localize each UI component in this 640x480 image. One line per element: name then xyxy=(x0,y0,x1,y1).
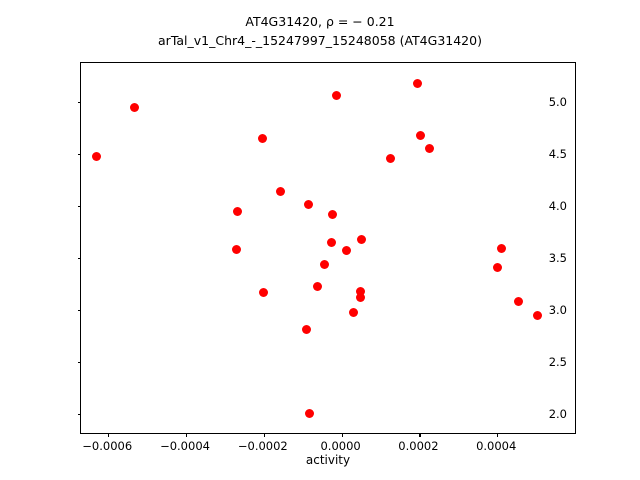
data-point xyxy=(413,78,423,88)
x-tick-label: −0.0002 xyxy=(237,439,288,453)
x-tick-mark xyxy=(186,433,188,437)
x-tick-mark xyxy=(497,433,499,437)
x-axis-label: activity xyxy=(305,453,351,467)
data-point xyxy=(304,200,314,210)
data-point xyxy=(302,325,312,335)
data-point xyxy=(342,246,352,256)
y-tick-label: 4.0 xyxy=(548,198,567,213)
data-point xyxy=(532,310,542,320)
data-points-layer xyxy=(81,63,575,433)
plot-area: 2.0 2.5 3.0 3.5 4.0 4.5 5.0 xyxy=(77,62,576,437)
chart-title: AT4G31420, ρ = − 0.21 arTal_v1_Chr4_-_15… xyxy=(0,12,640,50)
y-tick-label: 2.0 xyxy=(548,407,567,422)
y-tick-mark xyxy=(77,310,81,312)
data-point xyxy=(497,243,507,253)
data-point xyxy=(313,282,323,292)
data-point xyxy=(232,206,242,216)
y-tick-mark xyxy=(77,414,81,416)
y-tick-label: 5.0 xyxy=(548,94,567,109)
y-tick-label: 2.5 xyxy=(548,355,567,370)
data-point xyxy=(319,259,329,269)
data-point xyxy=(258,288,268,298)
y-axis-ticks: 2.0 2.5 3.0 3.5 4.0 4.5 5.0 xyxy=(77,63,575,433)
data-point xyxy=(328,209,338,219)
x-tick-mark xyxy=(419,433,421,437)
x-tick-mark xyxy=(341,433,343,437)
data-point xyxy=(258,133,268,143)
data-point xyxy=(355,287,365,297)
x-tick-label: −0.0004 xyxy=(160,439,210,453)
x-tick-mark xyxy=(263,433,265,437)
chart-title-line-2: arTal_v1_Chr4_-_15247997_15248058 (AT4G3… xyxy=(158,33,482,48)
data-point xyxy=(327,238,336,248)
x-axis-ticks xyxy=(81,63,575,437)
y-tick-mark xyxy=(77,257,81,259)
y-tick-mark xyxy=(77,362,81,364)
data-point xyxy=(305,408,315,418)
data-point xyxy=(492,262,502,272)
data-point xyxy=(231,245,241,255)
x-tick-label: −0.0006 xyxy=(82,439,133,453)
y-tick-label: 4.5 xyxy=(548,146,567,161)
data-point xyxy=(355,293,365,302)
data-point xyxy=(332,90,342,100)
data-point xyxy=(416,131,426,141)
y-tick-mark xyxy=(77,153,81,155)
y-tick-mark xyxy=(77,205,81,207)
y-tick-label: 3.0 xyxy=(548,303,567,317)
data-point xyxy=(349,308,359,318)
x-tick-label: 0.0000 xyxy=(320,439,361,453)
y-tick-label: 3.5 xyxy=(548,250,567,265)
x-tick-label: 0.0004 xyxy=(476,439,517,453)
data-point xyxy=(425,144,435,154)
data-point xyxy=(386,154,396,164)
x-tick-label: 0.0002 xyxy=(398,439,439,453)
chart-title-line-1: AT4G31420, ρ = − 0.21 xyxy=(245,14,395,29)
data-point xyxy=(92,152,102,162)
data-point xyxy=(514,297,524,307)
y-tick-mark xyxy=(77,101,81,103)
y-axis-label: expression (log2tpm) xyxy=(0,0,18,98)
data-point xyxy=(276,186,286,196)
x-tick-mark xyxy=(108,433,110,437)
data-point xyxy=(130,103,140,113)
data-point xyxy=(357,234,367,244)
